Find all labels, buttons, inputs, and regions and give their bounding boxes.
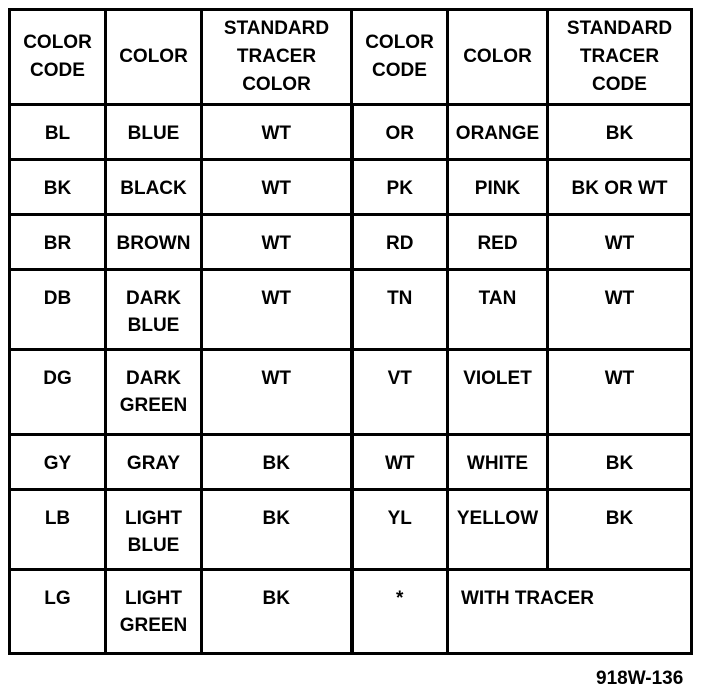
cell: * <box>349 568 449 655</box>
header-color-2: COLOR <box>446 8 549 106</box>
cell: BR <box>8 213 107 271</box>
cell: WT <box>200 268 353 351</box>
header-row: COLOR CODE COLOR STANDARD TRACER COLOR C… <box>8 8 693 106</box>
cell: VT <box>349 348 449 436</box>
cell: BK OR WT <box>546 158 693 216</box>
cell: BK <box>546 103 693 161</box>
cell: WT <box>349 433 449 491</box>
table-row: BK BLACK WT PK PINK BK OR WT <box>8 158 693 216</box>
cell: DB <box>8 268 107 351</box>
cell: WT <box>200 158 353 216</box>
cell: BK <box>8 158 107 216</box>
wire-color-code-table: COLOR CODE COLOR STANDARD TRACER COLOR C… <box>8 8 693 655</box>
cell: DG <box>8 348 107 436</box>
header-tracer-code: STANDARD TRACER CODE <box>546 8 693 106</box>
legend-with-tracer: WITH TRACER <box>446 568 693 655</box>
cell: BK <box>200 568 353 655</box>
cell: BLACK <box>104 158 203 216</box>
cell: WHITE <box>446 433 549 491</box>
cell: WT <box>546 213 693 271</box>
cell: VIOLET <box>446 348 549 436</box>
cell: BK <box>200 433 353 491</box>
cell: ORANGE <box>446 103 549 161</box>
cell: BLUE <box>104 103 203 161</box>
cell: OR <box>349 103 449 161</box>
cell: BK <box>200 488 353 571</box>
cell: TAN <box>446 268 549 351</box>
cell: DARK GREEN <box>104 348 203 436</box>
figure-id: 918W-136 <box>596 668 684 689</box>
cell: RD <box>349 213 449 271</box>
table-row: GY GRAY BK WT WHITE BK <box>8 433 693 491</box>
cell: WT <box>546 348 693 436</box>
header-color: COLOR <box>104 8 203 106</box>
cell: LB <box>8 488 107 571</box>
cell: WT <box>200 103 353 161</box>
cell: BROWN <box>104 213 203 271</box>
cell: WT <box>200 348 353 436</box>
table-row: DG DARK GREEN WT VT VIOLET WT <box>8 348 693 436</box>
cell: BK <box>546 433 693 491</box>
cell: PK <box>349 158 449 216</box>
table-row: LG LIGHT GREEN BK * WITH TRACER <box>8 568 693 655</box>
cell: YELLOW <box>446 488 549 571</box>
table-row: BL BLUE WT OR ORANGE BK <box>8 103 693 161</box>
cell: DARK BLUE <box>104 268 203 351</box>
cell: PINK <box>446 158 549 216</box>
cell: LG <box>8 568 107 655</box>
cell: TN <box>349 268 449 351</box>
cell: LIGHT BLUE <box>104 488 203 571</box>
cell: RED <box>446 213 549 271</box>
table-row: LB LIGHT BLUE BK YL YELLOW BK <box>8 488 693 571</box>
cell: WT <box>546 268 693 351</box>
table-row: BR BROWN WT RD RED WT <box>8 213 693 271</box>
header-color-code: COLOR CODE <box>8 8 107 106</box>
cell: LIGHT GREEN <box>104 568 203 655</box>
cell: GRAY <box>104 433 203 491</box>
cell: BK <box>546 488 693 571</box>
cell: GY <box>8 433 107 491</box>
header-color-code-2: COLOR CODE <box>350 8 449 106</box>
table-row: DB DARK BLUE WT TN TAN WT <box>8 268 693 351</box>
cell: BL <box>8 103 107 161</box>
cell: WT <box>200 213 353 271</box>
cell: YL <box>349 488 449 571</box>
header-tracer-color: STANDARD TRACER COLOR <box>200 8 353 106</box>
